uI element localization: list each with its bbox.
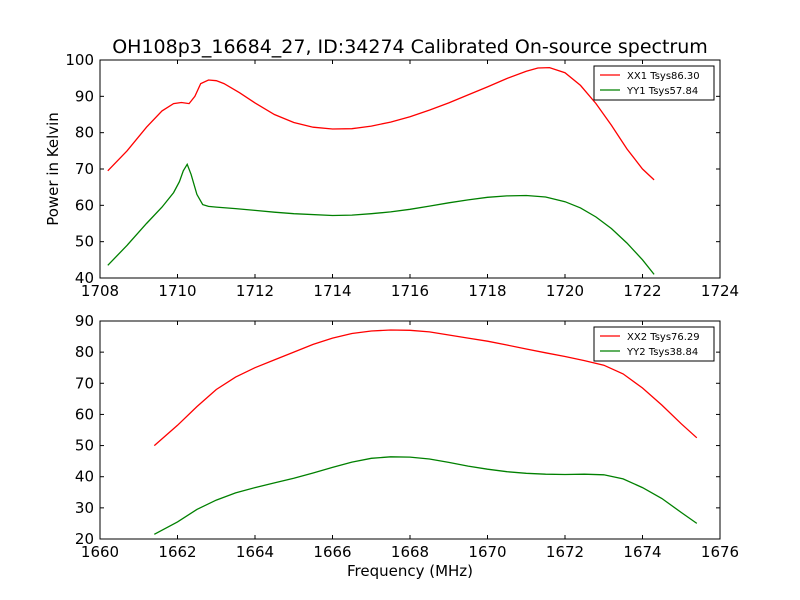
bottom-panel: 1660 1662 1664 1666 1668 1670 1672 1674 1676 20 30… xyxy=(75,312,739,561)
series-line-1-1 xyxy=(107,66,655,181)
legend: XX2 Tsys76.29 YY2 Tsys38.84 xyxy=(593,326,715,362)
legend: XX1 Tsys86.30 YY1 Tsys57.84 xyxy=(593,65,715,101)
y-tick-label: 50 xyxy=(75,437,94,455)
x-tick-label: 1708 xyxy=(81,282,119,300)
x-tick-label: 1724 xyxy=(701,282,739,300)
y-tick-label: 50 xyxy=(75,233,94,251)
chart-title: OH108p3_16684_27, ID:34274 Calibrated On… xyxy=(112,36,708,58)
legend-box xyxy=(593,326,715,362)
x-tick-label: 1722 xyxy=(623,282,661,300)
legend-label: XX2 Tsys76.29 xyxy=(627,332,700,343)
top-panel: 1708 1710 1712 1714 1716 1718 1720 1722 1724 40 50… xyxy=(65,51,739,300)
x-tick-label: 1674 xyxy=(623,543,661,561)
legend-label: YY2 Tsys38.84 xyxy=(626,347,698,358)
x-tick-label: 1660 xyxy=(81,543,119,561)
legend-label: YY1 Tsys57.84 xyxy=(626,86,698,97)
x-tick-label: 1718 xyxy=(468,282,506,300)
x-tick-label: 1662 xyxy=(158,543,196,561)
y-tick-label: 70 xyxy=(75,160,94,178)
y-tick-label: 20 xyxy=(75,530,94,548)
y-tick-label: 80 xyxy=(75,343,94,361)
series-line-1-2 xyxy=(107,162,655,275)
x-tick-label: 1720 xyxy=(546,282,584,300)
x-tick-label: 1712 xyxy=(236,282,274,300)
series-line-2-1 xyxy=(153,329,698,447)
y-tick-label: 60 xyxy=(75,196,94,214)
x-tick-label: 1716 xyxy=(391,282,429,300)
y-tick-label: 100 xyxy=(65,51,94,69)
x-tick-label: 1666 xyxy=(313,543,351,561)
x-tick-label: 1672 xyxy=(546,543,584,561)
y-axis-label: Power in Kelvin xyxy=(44,112,62,226)
y-tick-label: 40 xyxy=(75,468,94,486)
x-tick-label: 1670 xyxy=(468,543,506,561)
x-tick-label: 1714 xyxy=(313,282,351,300)
legend-box xyxy=(593,65,715,101)
y-tick-label: 60 xyxy=(75,405,94,423)
y-tick-label: 80 xyxy=(75,124,94,142)
x-tick-label: 1710 xyxy=(158,282,196,300)
y-tick-label: 40 xyxy=(75,269,94,287)
y-tick-label: 30 xyxy=(75,499,94,517)
legend-label: XX1 Tsys86.30 xyxy=(627,71,700,82)
x-tick-label: 1668 xyxy=(391,543,429,561)
x-axis-label: Frequency (MHz) xyxy=(347,562,473,580)
series-line-2-2 xyxy=(153,456,698,535)
y-tick-label: 90 xyxy=(75,87,94,105)
x-tick-label: 1676 xyxy=(701,543,739,561)
x-tick-label: 1664 xyxy=(236,543,274,561)
y-tick-label: 90 xyxy=(75,312,94,330)
y-tick-label: 70 xyxy=(75,374,94,392)
